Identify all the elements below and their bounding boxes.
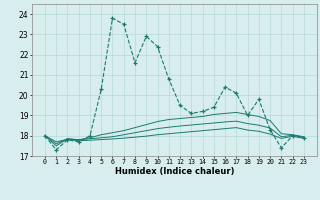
X-axis label: Humidex (Indice chaleur): Humidex (Indice chaleur) — [115, 167, 234, 176]
